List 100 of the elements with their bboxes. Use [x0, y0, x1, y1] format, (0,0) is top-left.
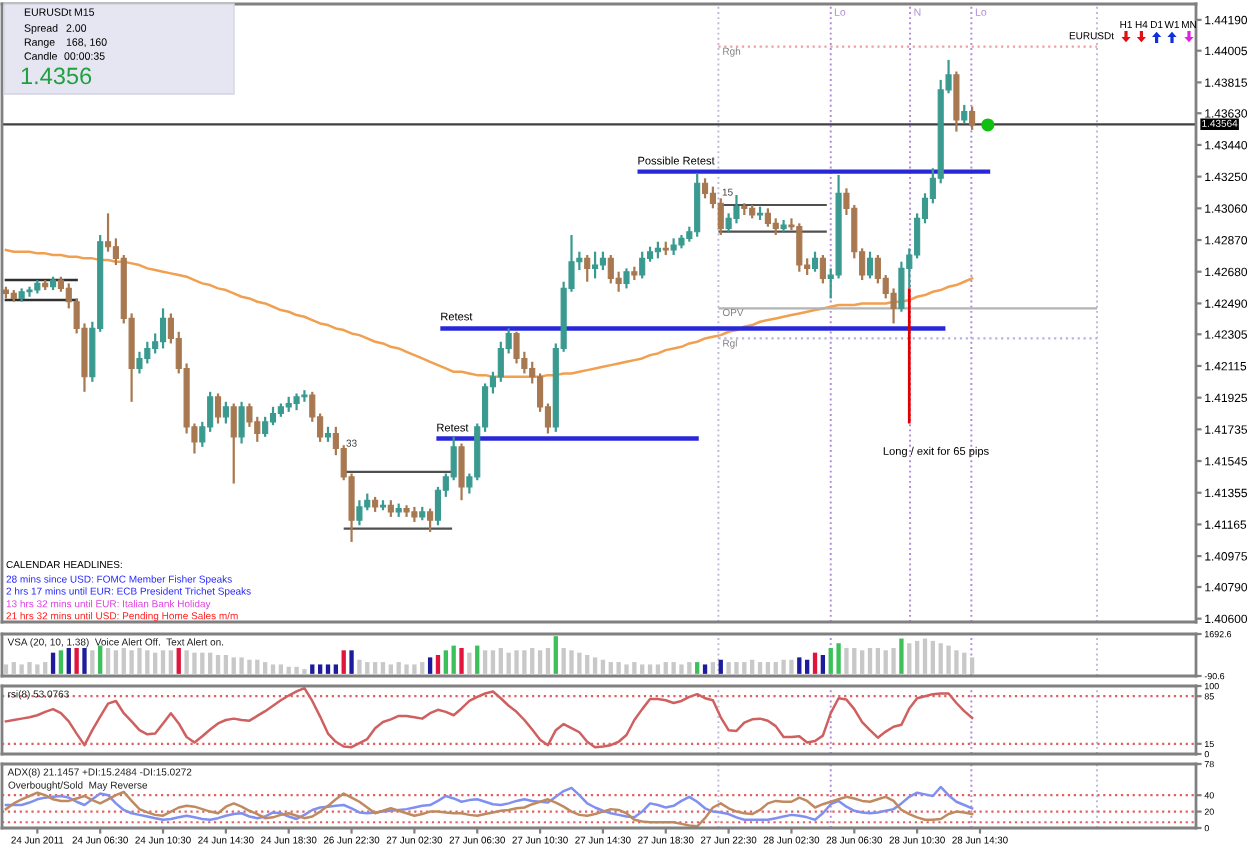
bar: [184, 650, 189, 674]
line-series: [4, 790, 974, 828]
bar: [718, 659, 723, 674]
candlestick: [136, 350, 143, 375]
candlestick: [301, 389, 308, 403]
bar: [231, 657, 236, 674]
annotation: 1.4356: [21, 67, 92, 85]
bar: [742, 662, 747, 674]
bar: [247, 659, 252, 674]
bar: [867, 647, 873, 674]
bar: [506, 652, 511, 674]
candlestick: [599, 250, 606, 272]
candlestick: [497, 340, 504, 383]
candlestick: [144, 340, 151, 365]
bar: [341, 650, 346, 674]
bar: [168, 650, 174, 674]
bar: [671, 662, 676, 674]
bar: [427, 657, 433, 674]
candlestick: [623, 267, 630, 290]
candlestick: [356, 499, 363, 527]
candlestick: [592, 250, 599, 280]
bar: [545, 647, 551, 674]
bar: [43, 662, 48, 674]
bar: [655, 664, 661, 674]
bar: [192, 652, 197, 674]
bar: [891, 647, 896, 674]
bar: [757, 662, 763, 674]
bar: [160, 650, 166, 674]
bar: [490, 650, 496, 674]
bar: [459, 647, 464, 674]
bar: [844, 647, 849, 674]
bar: [215, 655, 221, 674]
bar: [765, 662, 771, 674]
bar: [98, 645, 103, 674]
candlestick: [262, 415, 269, 438]
bar: [946, 645, 951, 674]
bar: [710, 662, 716, 674]
candlestick: [214, 392, 222, 425]
bar: [412, 664, 417, 674]
bar: [404, 664, 409, 674]
bar: [50, 652, 56, 674]
bar: [223, 655, 229, 674]
candlestick: [639, 250, 646, 280]
candlestick: [427, 507, 434, 534]
bar: [969, 657, 975, 674]
bar: [907, 643, 912, 674]
bar: [514, 650, 519, 674]
bar: [451, 645, 456, 674]
bar: [129, 650, 134, 674]
bar: [592, 657, 598, 674]
bar: [19, 664, 24, 674]
candlestick: [159, 307, 167, 350]
candlestick: [238, 400, 245, 445]
bar: [435, 655, 441, 674]
candlestick: [953, 70, 960, 133]
bar: [726, 662, 731, 674]
bar: [734, 662, 739, 674]
bar: [482, 650, 488, 674]
bar: [789, 659, 794, 674]
bar: [859, 650, 865, 674]
bar: [365, 662, 370, 674]
bar: [616, 662, 621, 674]
candlestick: [764, 207, 771, 228]
bar: [702, 664, 708, 674]
candlestick: [811, 250, 819, 273]
line-series: [4, 785, 974, 822]
candlestick: [222, 400, 229, 425]
bar: [820, 655, 826, 674]
bar: [836, 643, 841, 674]
bar: [569, 650, 574, 674]
bar: [66, 647, 71, 674]
bar: [797, 657, 802, 674]
bar: [270, 664, 276, 674]
bar: [286, 666, 291, 674]
candlestick: [701, 177, 709, 200]
line-series: [4, 686, 974, 749]
bar: [914, 640, 920, 674]
bar: [475, 645, 480, 674]
bar: [624, 664, 629, 674]
bar: [781, 659, 786, 674]
bar: [239, 657, 244, 674]
candlestick: [513, 330, 520, 365]
bar: [325, 664, 331, 674]
bar: [113, 650, 119, 674]
bar: [74, 647, 79, 674]
bar: [294, 666, 299, 674]
bar: [522, 650, 527, 674]
bar: [600, 659, 606, 674]
bar: [922, 638, 928, 674]
bar: [647, 664, 653, 674]
bar: [396, 662, 401, 674]
candlestick: [584, 253, 591, 283]
candlestick: [458, 442, 465, 502]
bar: [443, 650, 448, 674]
bar: [317, 664, 323, 674]
bar: [938, 643, 943, 674]
bar: [90, 650, 95, 674]
bar: [695, 662, 700, 674]
bar: [58, 650, 64, 674]
bar: [828, 647, 833, 674]
